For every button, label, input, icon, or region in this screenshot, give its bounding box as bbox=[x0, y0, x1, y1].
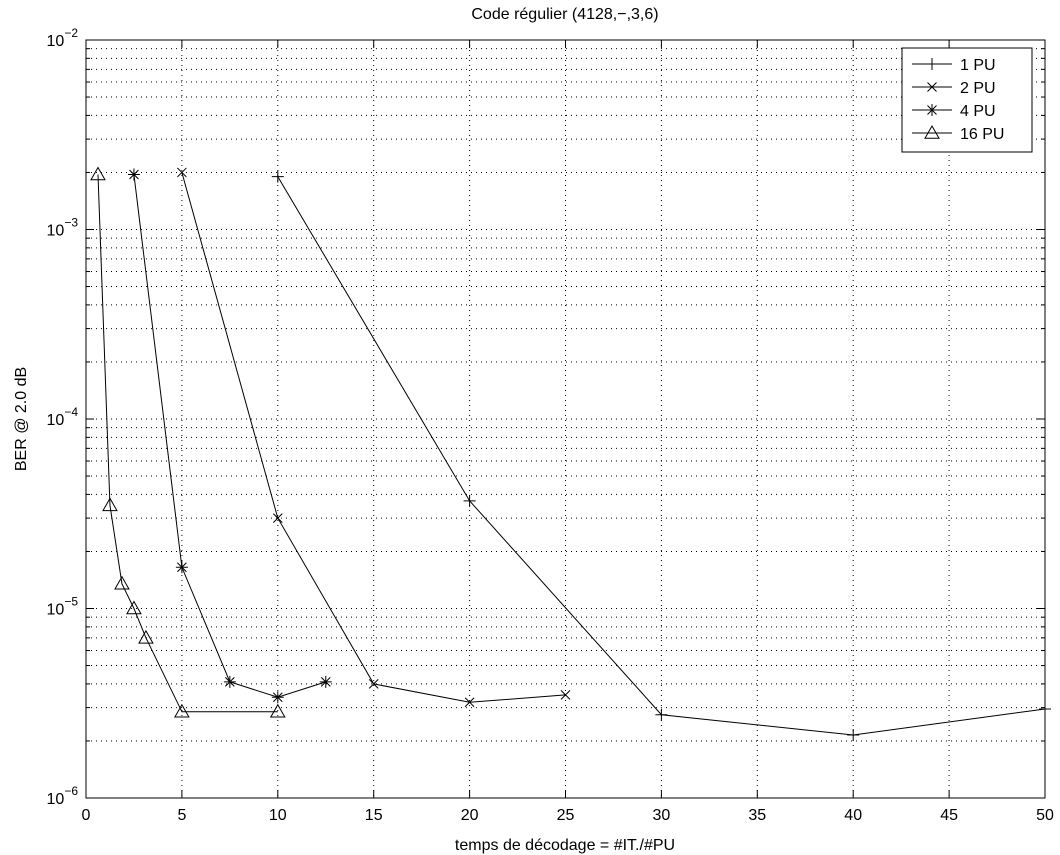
series-line bbox=[133, 174, 326, 698]
marker-triangle bbox=[126, 600, 142, 615]
marker-triangle bbox=[102, 497, 118, 512]
x-tick-label: 0 bbox=[82, 807, 91, 824]
marker-x bbox=[464, 697, 475, 708]
marker-plus bbox=[271, 170, 284, 183]
marker-plus bbox=[847, 729, 860, 742]
series-line bbox=[181, 172, 566, 703]
marker-x bbox=[368, 679, 379, 689]
x-tick-label: 5 bbox=[177, 807, 186, 824]
marker-star bbox=[223, 675, 236, 688]
x-tick-label: 10 bbox=[269, 807, 287, 824]
marker-triangle bbox=[90, 166, 106, 181]
y-tick-label: 10−3 bbox=[47, 216, 79, 240]
y-tick-label: 10−4 bbox=[47, 405, 79, 429]
y-axis-label: BER @ 2.0 dB bbox=[13, 367, 30, 471]
y-tick-label: 10−2 bbox=[47, 26, 79, 50]
marker-x bbox=[177, 167, 187, 178]
x-tick-label: 45 bbox=[940, 807, 958, 824]
marker-plus bbox=[1039, 702, 1051, 715]
legend: 1 PU 2 PU 4 PU 16 PU bbox=[901, 47, 1033, 153]
legend-box bbox=[901, 47, 1033, 153]
x-tick-label: 40 bbox=[844, 807, 862, 824]
x-tick-label: 20 bbox=[461, 807, 479, 824]
marker-triangle bbox=[174, 703, 190, 718]
y-tick-label: 10−6 bbox=[47, 784, 79, 808]
legend-label: 16 PU bbox=[960, 126, 1004, 143]
x-tick-label: 15 bbox=[365, 807, 383, 824]
axes: 0 5 10 15 20 25 30 35 40 45 50 10−6 10−5 10−4 10−3 10−2 bbox=[47, 26, 1054, 824]
series-line bbox=[97, 174, 278, 713]
series-layer bbox=[90, 166, 1051, 742]
y-tick-label: 10−5 bbox=[47, 595, 79, 619]
marker-star bbox=[319, 675, 332, 688]
marker-plus bbox=[926, 58, 938, 70]
x-tick-label: 30 bbox=[653, 807, 671, 824]
x-tick-label: 35 bbox=[748, 807, 766, 824]
marker-star bbox=[175, 561, 188, 574]
x-tick-label: 50 bbox=[1036, 807, 1054, 824]
marker-triangle bbox=[138, 629, 154, 644]
marker-x bbox=[272, 513, 283, 523]
marker-x bbox=[560, 690, 571, 700]
marker-plus bbox=[463, 494, 476, 507]
legend-label: 1 PU bbox=[960, 57, 996, 74]
marker-triangle bbox=[114, 575, 130, 590]
marker-star bbox=[127, 168, 140, 181]
x-axis-label: temps de décodage = #IT./#PU bbox=[455, 837, 675, 854]
marker-triangle bbox=[924, 124, 940, 139]
chart-title: Code régulier (4128,−,3,6) bbox=[471, 6, 658, 23]
legend-label: 2 PU bbox=[960, 80, 996, 97]
legend-label: 4 PU bbox=[960, 103, 996, 120]
marker-star bbox=[271, 691, 284, 704]
marker-x bbox=[927, 82, 937, 92]
marker-triangle bbox=[269, 703, 286, 718]
marker-star bbox=[926, 104, 938, 116]
x-tick-label: 25 bbox=[557, 807, 575, 824]
marker-plus bbox=[655, 708, 668, 721]
